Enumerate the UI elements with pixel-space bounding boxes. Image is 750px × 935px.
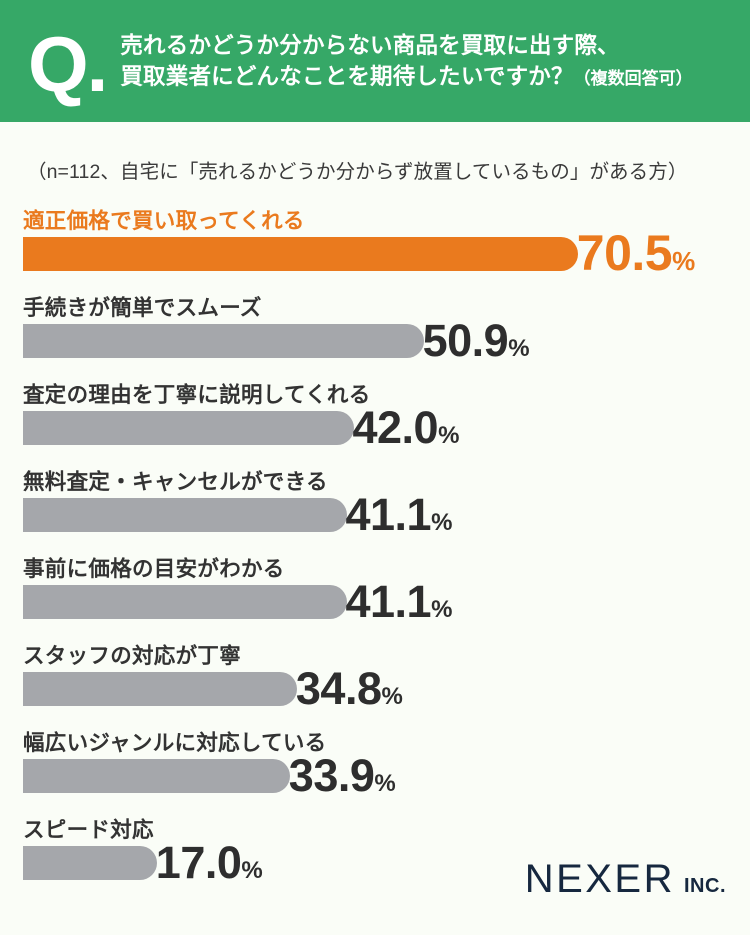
question-line-1: 売れるかどうか分からない商品を買取に出す際、 bbox=[120, 32, 620, 58]
logo-wordmark: NEXER bbox=[524, 857, 675, 901]
nexer-logo: NEXER INC. bbox=[525, 859, 726, 899]
bar-fill bbox=[23, 498, 347, 532]
sample-size-note: （n=112、自宅に「売れるかどうか分からず放置しているもの」がある方） bbox=[27, 161, 688, 183]
bar-category-label: 適正価格で買い取ってくれる bbox=[23, 209, 305, 233]
bar-chart: 適正価格で買い取ってくれる 70.5% 手続きが簡単でスムーズ 50.9% 査定… bbox=[0, 204, 750, 900]
chart-row: スタッフの対応が丁寧 34.8% bbox=[0, 639, 750, 726]
bar-value-label: 70.5% bbox=[577, 228, 695, 278]
question-text-block: 売れるかどうか分からない商品を買取に出す際、 買取業者にどんなことを期待したいで… bbox=[120, 34, 692, 88]
bar-category-label: 事前に価格の目安がわかる bbox=[23, 557, 285, 581]
bar-value-percent-sign: % bbox=[431, 595, 453, 623]
bar-fill bbox=[23, 411, 354, 445]
chart-row: 査定の理由を丁寧に説明してくれる 42.0% bbox=[0, 378, 750, 465]
bar-value-percent-sign: % bbox=[672, 246, 696, 276]
bar-fill bbox=[23, 759, 290, 793]
bar-category-label: 査定の理由を丁寧に説明してくれる bbox=[23, 383, 371, 407]
bar-category-label: 幅広いジャンルに対応している bbox=[23, 731, 327, 755]
chart-row: 無料査定・キャンセルができる 41.1% bbox=[0, 465, 750, 552]
question-multi-answer-note: （複数回答可） bbox=[573, 68, 693, 88]
bar-fill bbox=[23, 672, 297, 706]
chart-row: 手続きが簡単でスムーズ 50.9% bbox=[0, 291, 750, 378]
bar-area: 50.9% bbox=[23, 318, 530, 363]
bar-value-number: 70.5 bbox=[576, 225, 673, 281]
bar-value-percent-sign: % bbox=[508, 334, 530, 362]
logo-suffix: INC. bbox=[684, 875, 726, 897]
bar-fill bbox=[23, 846, 157, 880]
bar-value-number: 41.1 bbox=[345, 575, 432, 627]
bar-value-number: 42.0 bbox=[352, 401, 439, 453]
bar-value-label: 41.1% bbox=[346, 579, 453, 624]
bar-value-percent-sign: % bbox=[381, 682, 403, 710]
bar-value-percent-sign: % bbox=[374, 769, 396, 797]
bar-value-number: 33.9 bbox=[288, 749, 375, 801]
bar-area: 70.5% bbox=[23, 228, 695, 278]
bar-value-label: 33.9% bbox=[289, 753, 396, 798]
bar-value-percent-sign: % bbox=[438, 421, 460, 449]
bar-value-label: 50.9% bbox=[423, 318, 530, 363]
bar-area: 34.8% bbox=[23, 666, 403, 711]
bar-value-percent-sign: % bbox=[431, 508, 453, 536]
bar-area: 42.0% bbox=[23, 405, 459, 450]
bar-value-number: 17.0 bbox=[155, 836, 242, 888]
question-line-2-main: 買取業者にどんなことを期待したいですか？ bbox=[120, 63, 574, 89]
chart-row: 事前に価格の目安がわかる 41.1% bbox=[0, 552, 750, 639]
bar-category-label: 無料査定・キャンセルができる bbox=[23, 470, 328, 494]
bar-value-label: 17.0% bbox=[156, 840, 263, 885]
bar-area: 17.0% bbox=[23, 840, 263, 885]
chart-row: スピード対応 17.0% bbox=[0, 813, 750, 900]
bar-value-number: 50.9 bbox=[422, 314, 509, 366]
bar-value-label: 41.1% bbox=[346, 492, 453, 537]
question-line-2: 買取業者にどんなことを期待したいですか？（複数回答可） bbox=[120, 63, 693, 89]
bar-area: 41.1% bbox=[23, 579, 452, 624]
question-mark-badge: Q. bbox=[28, 20, 108, 109]
chart-row: 幅広いジャンルに対応している 33.9% bbox=[0, 726, 750, 813]
bar-value-label: 34.8% bbox=[296, 666, 403, 711]
bar-value-percent-sign: % bbox=[241, 856, 263, 884]
question-header: Q. 売れるかどうか分からない商品を買取に出す際、 買取業者にどんなことを期待し… bbox=[0, 0, 750, 122]
bar-value-number: 34.8 bbox=[295, 662, 382, 714]
bar-value-number: 41.1 bbox=[345, 488, 432, 540]
bar-category-label: スタッフの対応が丁寧 bbox=[23, 644, 242, 668]
bar-fill bbox=[23, 237, 578, 271]
bar-area: 41.1% bbox=[23, 492, 452, 537]
bar-fill bbox=[23, 324, 424, 358]
bar-category-label: 手続きが簡単でスムーズ bbox=[23, 296, 262, 320]
bar-area: 33.9% bbox=[23, 753, 396, 798]
bar-category-label: スピード対応 bbox=[23, 818, 154, 842]
bar-value-label: 42.0% bbox=[353, 405, 460, 450]
chart-row: 適正価格で買い取ってくれる 70.5% bbox=[0, 204, 750, 291]
bar-fill bbox=[23, 585, 347, 619]
